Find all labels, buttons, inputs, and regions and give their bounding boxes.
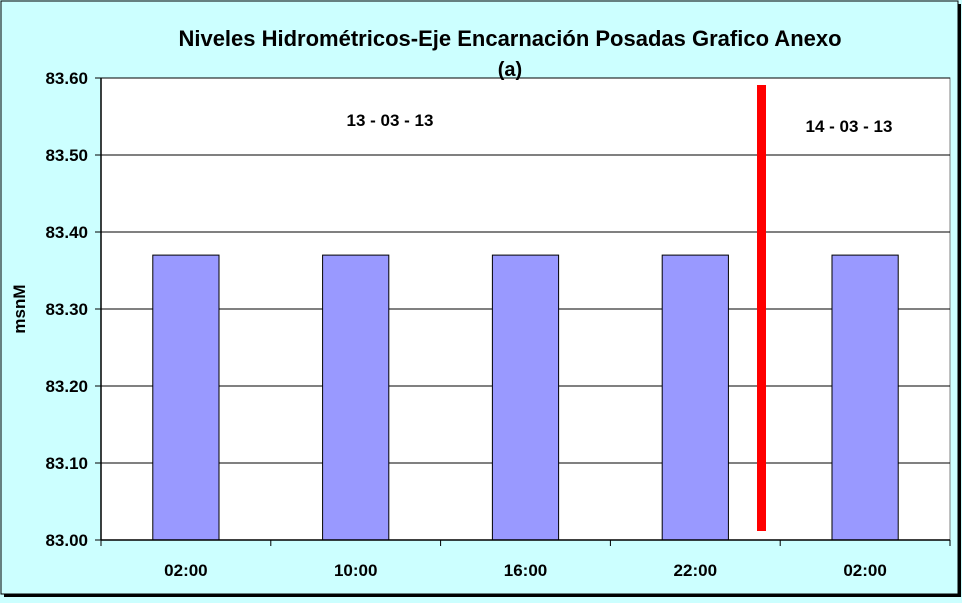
y-axis-label: msnM [10, 284, 29, 333]
bar [491, 254, 560, 541]
x-tick-label: 10:00 [334, 561, 377, 580]
bars [152, 254, 899, 541]
axes [95, 77, 951, 546]
bar [152, 254, 220, 541]
y-tick-label: 83.30 [45, 300, 88, 319]
y-tick-label: 83.10 [45, 454, 88, 473]
y-tick-label: 83.00 [45, 531, 88, 550]
frame-shadow-right [958, 4, 961, 597]
y-tick-label: 83.50 [45, 146, 88, 165]
x-tick-labels: 02:00 10:00 16:00 22:00 02:00 [164, 561, 887, 580]
y-tick-label: 83.20 [45, 377, 88, 396]
bar [831, 254, 899, 541]
x-tick-label: 02:00 [843, 561, 886, 580]
x-tick-label: 02:00 [164, 561, 207, 580]
chart-subtitle: (a) [498, 59, 522, 81]
x-tick-label: 22:00 [674, 561, 717, 580]
bar [322, 254, 390, 541]
annotation-day-1: 13 - 03 - 13 [347, 111, 434, 130]
day-separator-line [757, 85, 766, 531]
y-tick-labels: 83.00 83.10 83.20 83.30 83.40 83.50 83.60 [45, 69, 88, 550]
chart-title: Niveles Hidrométricos-Eje Encarnación Po… [178, 26, 841, 51]
bar [661, 254, 729, 541]
y-tick-label: 83.60 [45, 69, 88, 88]
x-tick-label: 16:00 [504, 561, 547, 580]
frame-shadow-bottom [4, 594, 961, 597]
y-tick-label: 83.40 [45, 223, 88, 242]
annotation-day-2: 14 - 03 - 13 [806, 117, 893, 136]
